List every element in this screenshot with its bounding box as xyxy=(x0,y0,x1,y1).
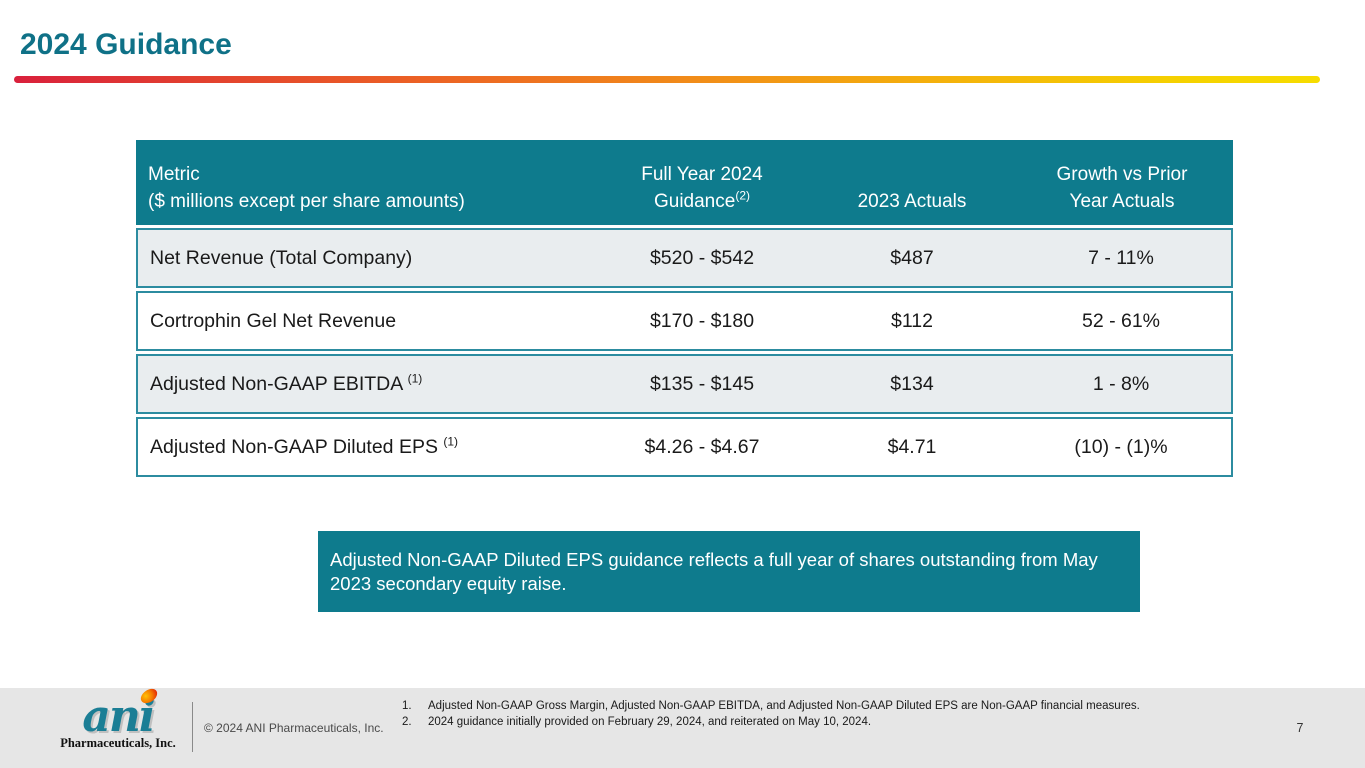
ani-logo-subtext: Pharmaceuticals, Inc. xyxy=(60,735,176,750)
copyright-text: © 2024 ANI Pharmaceuticals, Inc. xyxy=(204,721,384,735)
footnote-text: 2024 guidance initially provided on Febr… xyxy=(428,715,872,728)
cell-growth: (10) - (1)% xyxy=(1074,435,1168,458)
table-row: Cortrophin Gel Net Revenue $170 - $180 $… xyxy=(136,291,1233,351)
header-metric-line1: Metric xyxy=(148,164,200,186)
cell-actuals: $134 xyxy=(890,372,934,395)
footnotes-list: 1. Adjusted Non-GAAP Gross Margin, Adjus… xyxy=(402,699,1140,730)
header-guidance-line1: Full Year 2024 xyxy=(641,164,763,186)
table-row: Adjusted Non-GAAP EBITDA (1) $135 - $145… xyxy=(136,354,1233,414)
header-growth-line1: Growth vs Prior xyxy=(1056,164,1188,186)
footnote-ref: (1) xyxy=(407,371,423,385)
page-title: 2024 Guidance xyxy=(20,28,232,61)
header-metric: Metric ($ millions except per share amou… xyxy=(136,162,591,216)
callout-box: Adjusted Non-GAAP Diluted EPS guidance r… xyxy=(318,531,1140,612)
footnote-item: 2. 2024 guidance initially provided on F… xyxy=(402,715,1140,731)
table-header-row: Metric ($ millions except per share amou… xyxy=(136,140,1233,225)
table-row: Adjusted Non-GAAP Diluted EPS (1) $4.26 … xyxy=(136,417,1233,477)
header-metric-line2: ($ millions except per share amounts) xyxy=(148,191,465,213)
cell-growth: 52 - 61% xyxy=(1081,309,1161,332)
cell-guidance: $170 - $180 xyxy=(649,309,755,332)
header-growth: Growth vs Prior Year Actuals xyxy=(1011,162,1233,216)
cell-guidance: $4.26 - $4.67 xyxy=(644,435,760,458)
cell-actuals: $112 xyxy=(891,309,933,332)
cell-actuals: $487 xyxy=(890,246,934,269)
header-guidance-footnote-ref: (2) xyxy=(735,188,750,203)
footnote-ref: (1) xyxy=(443,434,459,448)
cell-growth: 7 - 11% xyxy=(1088,246,1154,269)
header-2023-actuals-line1: 2023 Actuals xyxy=(857,191,967,213)
cell-guidance: $520 - $542 xyxy=(649,246,755,269)
ani-logo: ani Pharmaceuticals, Inc. xyxy=(48,685,188,751)
cell-guidance: $135 - $145 xyxy=(649,372,755,395)
guidance-table: Metric ($ millions except per share amou… xyxy=(136,140,1233,477)
cell-metric: Cortrophin Gel Net Revenue xyxy=(150,309,397,332)
footnote-number: 1. xyxy=(402,700,412,712)
footer-bar: ani Pharmaceuticals, Inc. © 2024 ANI Pha… xyxy=(0,685,1365,768)
cell-metric: Net Revenue (Total Company) xyxy=(150,246,413,269)
footnote-number: 2. xyxy=(402,715,412,728)
title-underline-gradient xyxy=(14,76,1320,83)
footnote-item: 1. Adjusted Non-GAAP Gross Margin, Adjus… xyxy=(402,699,1140,715)
table-row: Net Revenue (Total Company) $520 - $542 … xyxy=(136,228,1233,288)
cell-metric: Adjusted Non-GAAP Diluted EPS (1) xyxy=(150,434,459,458)
header-2023-actuals: 2023 Actuals xyxy=(813,189,1011,216)
cell-metric: Adjusted Non-GAAP EBITDA (1) xyxy=(150,371,423,395)
footnote-text: Adjusted Non-GAAP Gross Margin, Adjusted… xyxy=(428,700,1140,712)
page-number: 7 xyxy=(1296,721,1304,735)
header-guidance-line2: Guidance(2) xyxy=(653,188,750,213)
ani-logo-wordmark: ani xyxy=(82,685,160,739)
header-growth-line2: Year Actuals xyxy=(1069,191,1175,213)
cell-growth: 1 - 8% xyxy=(1092,372,1150,395)
header-guidance: Full Year 2024 Guidance(2) xyxy=(591,162,813,216)
callout-text: Adjusted Non-GAAP Diluted EPS guidance r… xyxy=(330,549,1098,595)
cell-actuals: $4.71 xyxy=(887,435,937,458)
footer-divider xyxy=(192,702,193,752)
